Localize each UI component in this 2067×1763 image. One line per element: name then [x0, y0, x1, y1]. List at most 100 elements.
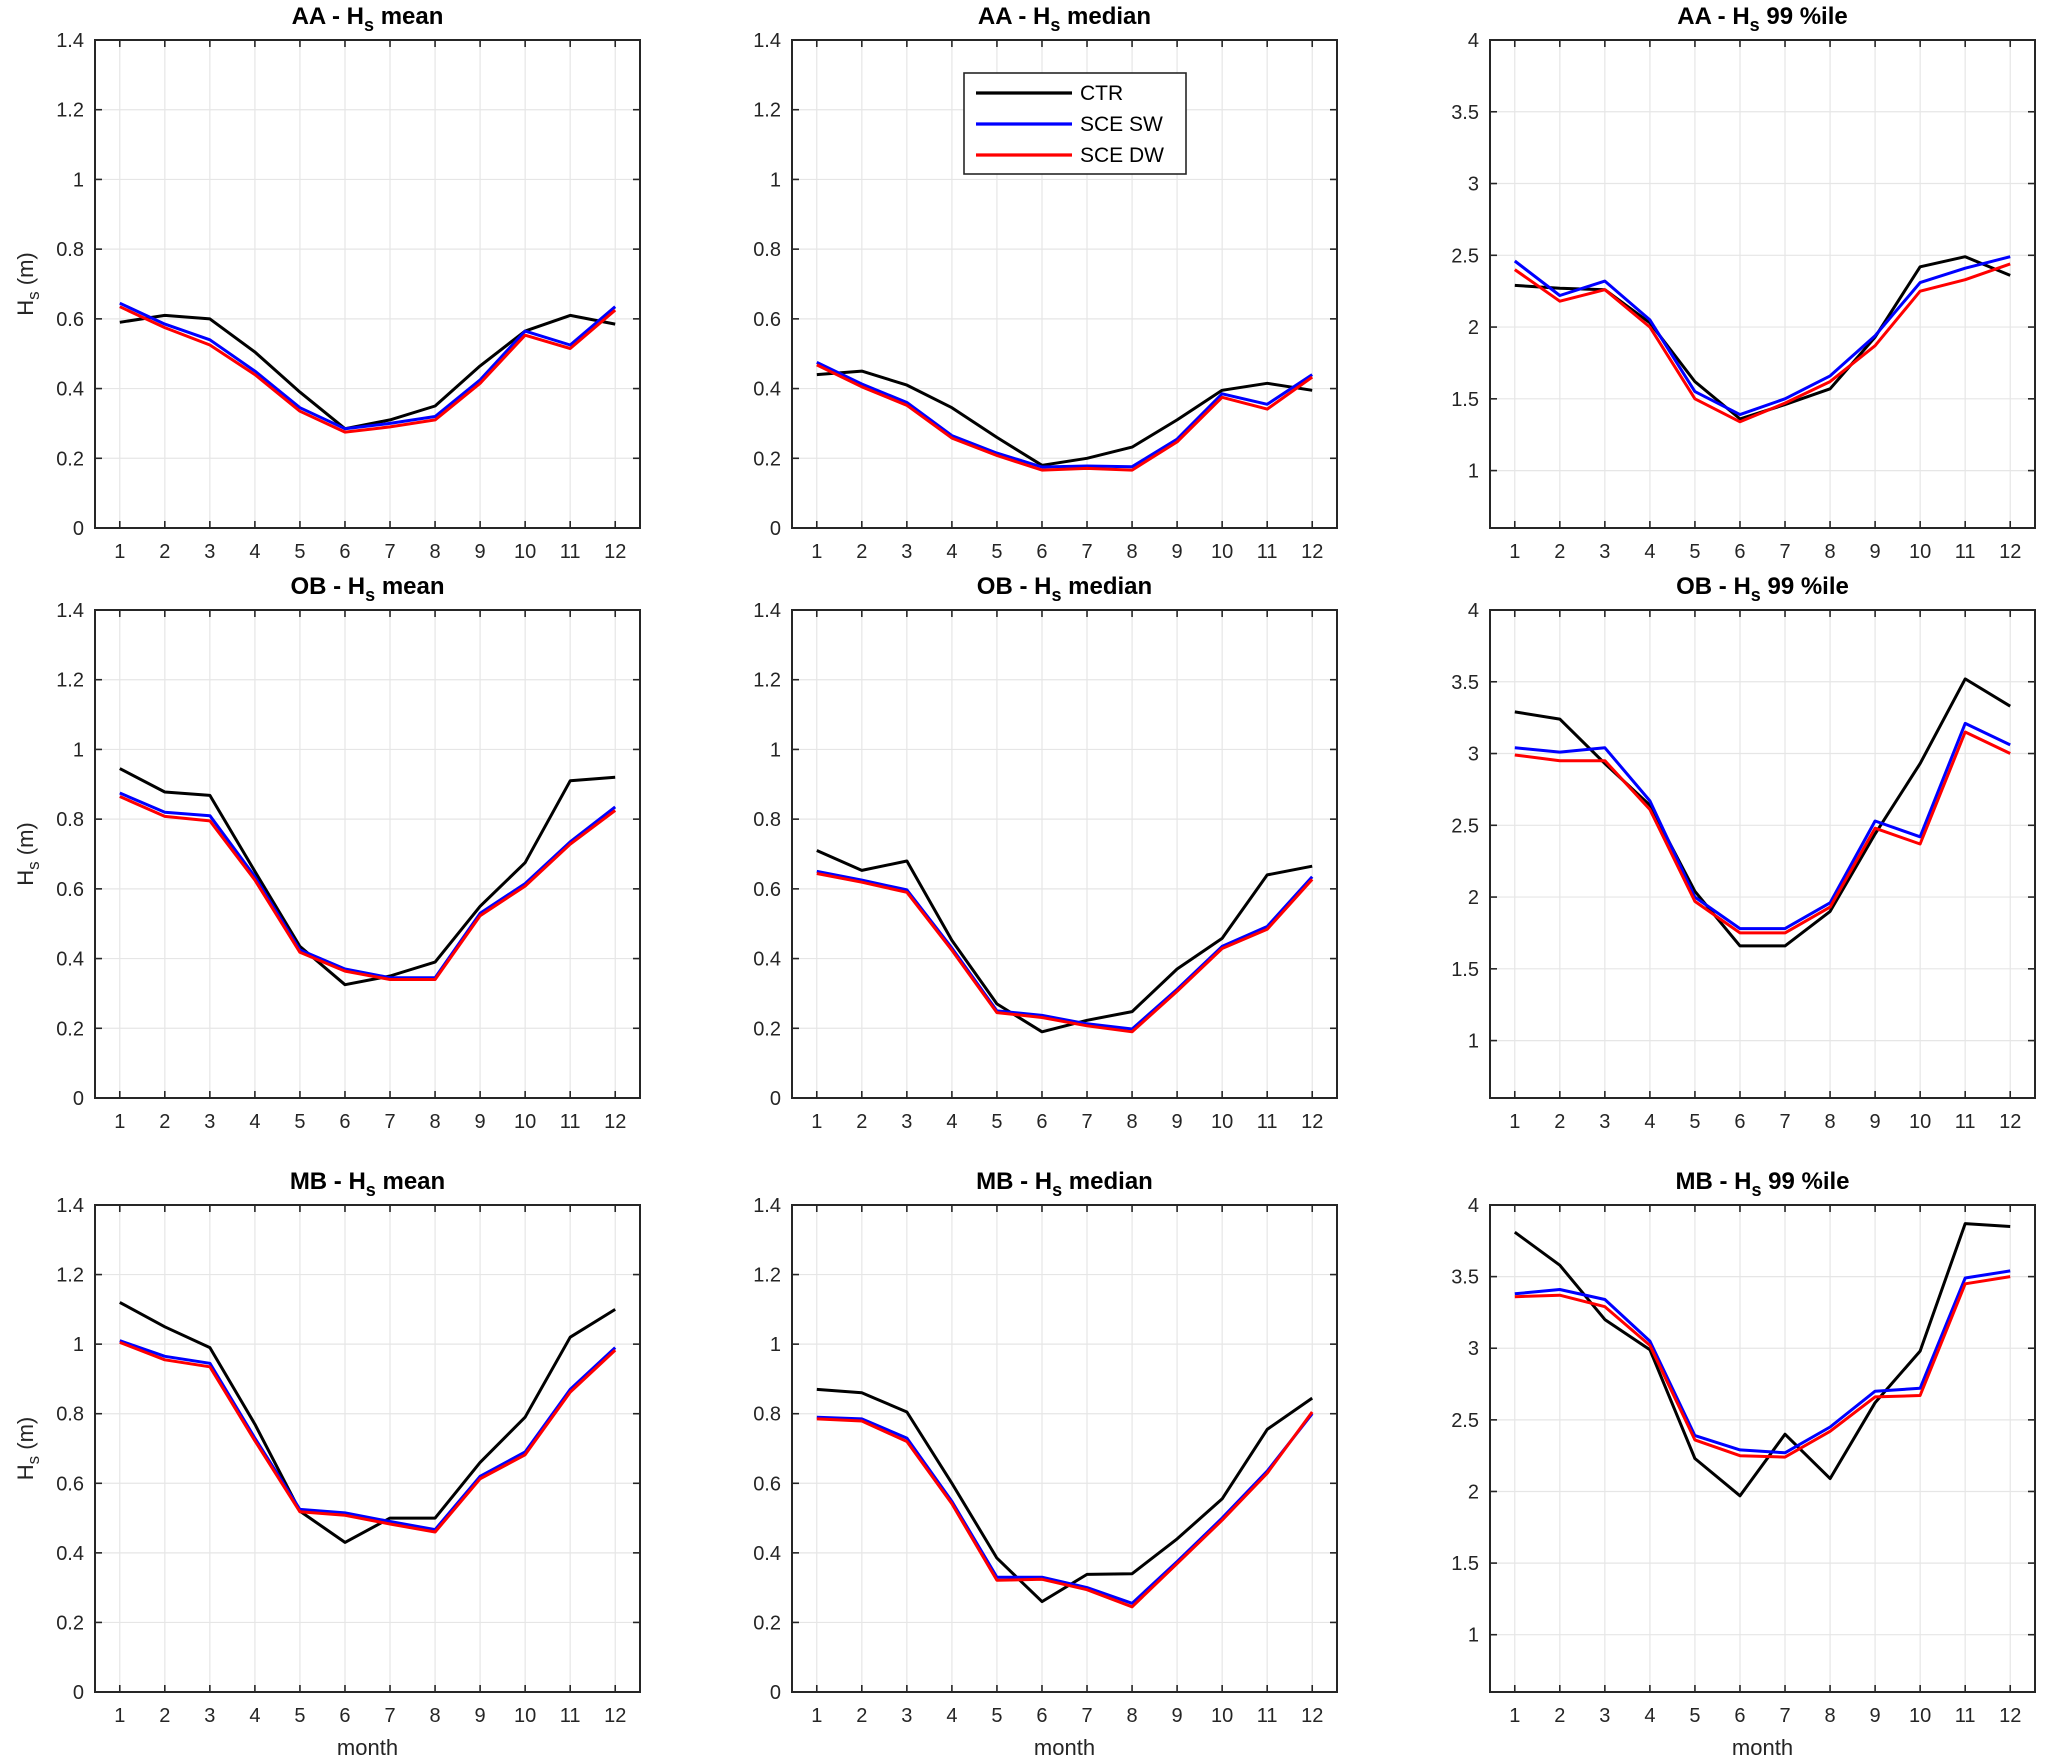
x-tick-label: 10	[1909, 1705, 1931, 1727]
chart-title: AA - Hs 99 %ile	[1677, 3, 1848, 35]
y-tick-label: 0	[770, 1088, 781, 1110]
x-tick-label: 7	[1081, 1111, 1092, 1133]
x-tick-label: 2	[856, 1705, 867, 1727]
x-tick-label: 4	[946, 1705, 957, 1727]
x-tick-label: 9	[1870, 1705, 1881, 1727]
x-tick-label: 2	[1554, 1111, 1565, 1133]
x-tick-label: 7	[1081, 1705, 1092, 1727]
series-ctr-line	[119, 767, 616, 987]
axes-box	[94, 1204, 641, 1693]
x-tick-label: 4	[1644, 1111, 1655, 1133]
y-tick-label: 0	[73, 1682, 84, 1704]
x-tick-label: 12	[1301, 1705, 1323, 1727]
x-tick-label: 4	[249, 1705, 260, 1727]
x-tick-label: 12	[604, 1111, 626, 1133]
x-tick-label: 5	[1689, 1705, 1700, 1727]
grid	[1490, 610, 2035, 1098]
x-tick-label: 1	[811, 1111, 822, 1133]
x-axis-label: month	[337, 1735, 398, 1760]
x-tick-label: 1	[114, 541, 125, 563]
y-axis-label: Hs (m)	[13, 252, 43, 315]
x-tick-label: 8	[429, 1111, 440, 1133]
series-sce-sw-line	[1514, 1269, 2011, 1455]
legend-entry-label: SCE SW	[1080, 113, 1163, 136]
axes-box	[1489, 39, 2036, 529]
grid	[1490, 40, 2035, 528]
y-tick-label: 0	[73, 1088, 84, 1110]
x-tick-label: 6	[1734, 541, 1745, 563]
y-tick-label: 0.6	[56, 1473, 84, 1495]
grid	[95, 40, 640, 528]
x-tick-label: 8	[1126, 541, 1137, 563]
x-tick-label: 11	[1955, 1705, 1976, 1727]
y-tick-label: 1.5	[1451, 959, 1479, 981]
x-tick-label: 2	[1554, 1705, 1565, 1727]
x-tick-label: 8	[1126, 1111, 1137, 1133]
ticks	[1490, 39, 2035, 528]
x-tick-label: 10	[1211, 541, 1233, 563]
x-tick-label: 5	[1689, 541, 1700, 563]
x-tick-label: 7	[1779, 1111, 1790, 1133]
y-tick-label: 0.6	[753, 309, 781, 331]
series-sce-sw-line	[816, 869, 1314, 1031]
x-tick-label: 9	[1870, 1111, 1881, 1133]
y-tick-label: 1.2	[753, 1265, 781, 1287]
y-tick-label: 0.2	[56, 448, 84, 470]
x-tick-label: 6	[1734, 1705, 1745, 1727]
axes-box	[94, 609, 641, 1099]
y-tick-label: 0.6	[753, 1473, 781, 1495]
grid	[95, 1205, 640, 1692]
y-tick-label: 1	[770, 169, 781, 191]
legend: CTR SCE SW SCE DW	[963, 72, 1187, 175]
y-tick-label: 0.4	[56, 949, 84, 971]
x-tick-label: 3	[204, 1705, 215, 1727]
y-tick-label: 4	[1468, 1195, 1479, 1217]
x-tick-label: 9	[1172, 541, 1183, 563]
y-tick-label: 0.2	[753, 448, 781, 470]
x-tick-label: 9	[475, 1705, 486, 1727]
x-tick-label: 8	[1824, 1111, 1835, 1133]
x-tick-label: 8	[1824, 1705, 1835, 1727]
x-axis-label: month	[1732, 1735, 1793, 1760]
x-tick-label: 12	[604, 541, 626, 563]
x-tick-label: 7	[384, 1111, 395, 1133]
ticks	[792, 39, 1337, 529]
y-tick-label: 1	[770, 1334, 781, 1356]
y-tick-label: 0.8	[753, 239, 781, 261]
y-tick-label: 0.4	[753, 379, 781, 401]
y-tick-label: 3	[1468, 174, 1479, 196]
series-sce-sw-line	[816, 361, 1314, 469]
y-tick-label: 4	[1468, 30, 1479, 52]
legend-entry-label: CTR	[1080, 82, 1123, 105]
x-tick-label: 4	[249, 1111, 260, 1133]
axes-box	[791, 39, 1338, 529]
x-tick-label: 1	[811, 541, 822, 563]
x-tick-label: 12	[1999, 1705, 2021, 1727]
x-tick-label: 11	[1955, 1111, 1976, 1133]
y-tick-label: 4	[1468, 600, 1479, 622]
x-tick-label: 10	[1211, 1705, 1233, 1727]
x-tick-label: 9	[1172, 1111, 1183, 1133]
y-tick-label: 1	[73, 1334, 84, 1356]
x-tick-label: 5	[991, 1705, 1002, 1727]
x-tick-label: 10	[514, 1705, 536, 1727]
y-tick-label: 2	[1468, 887, 1479, 909]
x-tick-label: 8	[1824, 541, 1835, 563]
y-tick-label: 1	[73, 739, 84, 761]
y-tick-label: 0.6	[56, 879, 84, 901]
x-tick-label: 6	[339, 1705, 350, 1727]
series-ctr-line	[816, 1387, 1314, 1604]
y-tick-label: 1.2	[753, 100, 781, 122]
y-tick-label: 1.4	[753, 1195, 781, 1217]
x-tick-label: 10	[1909, 541, 1931, 563]
series-sce-dw-line	[119, 305, 617, 434]
x-tick-label: 11	[560, 541, 581, 563]
series-sce-sw-line	[816, 1412, 1314, 1605]
y-tick-label: 0.6	[753, 879, 781, 901]
y-tick-label: 0.2	[56, 1612, 84, 1634]
ticks	[95, 1204, 640, 1693]
